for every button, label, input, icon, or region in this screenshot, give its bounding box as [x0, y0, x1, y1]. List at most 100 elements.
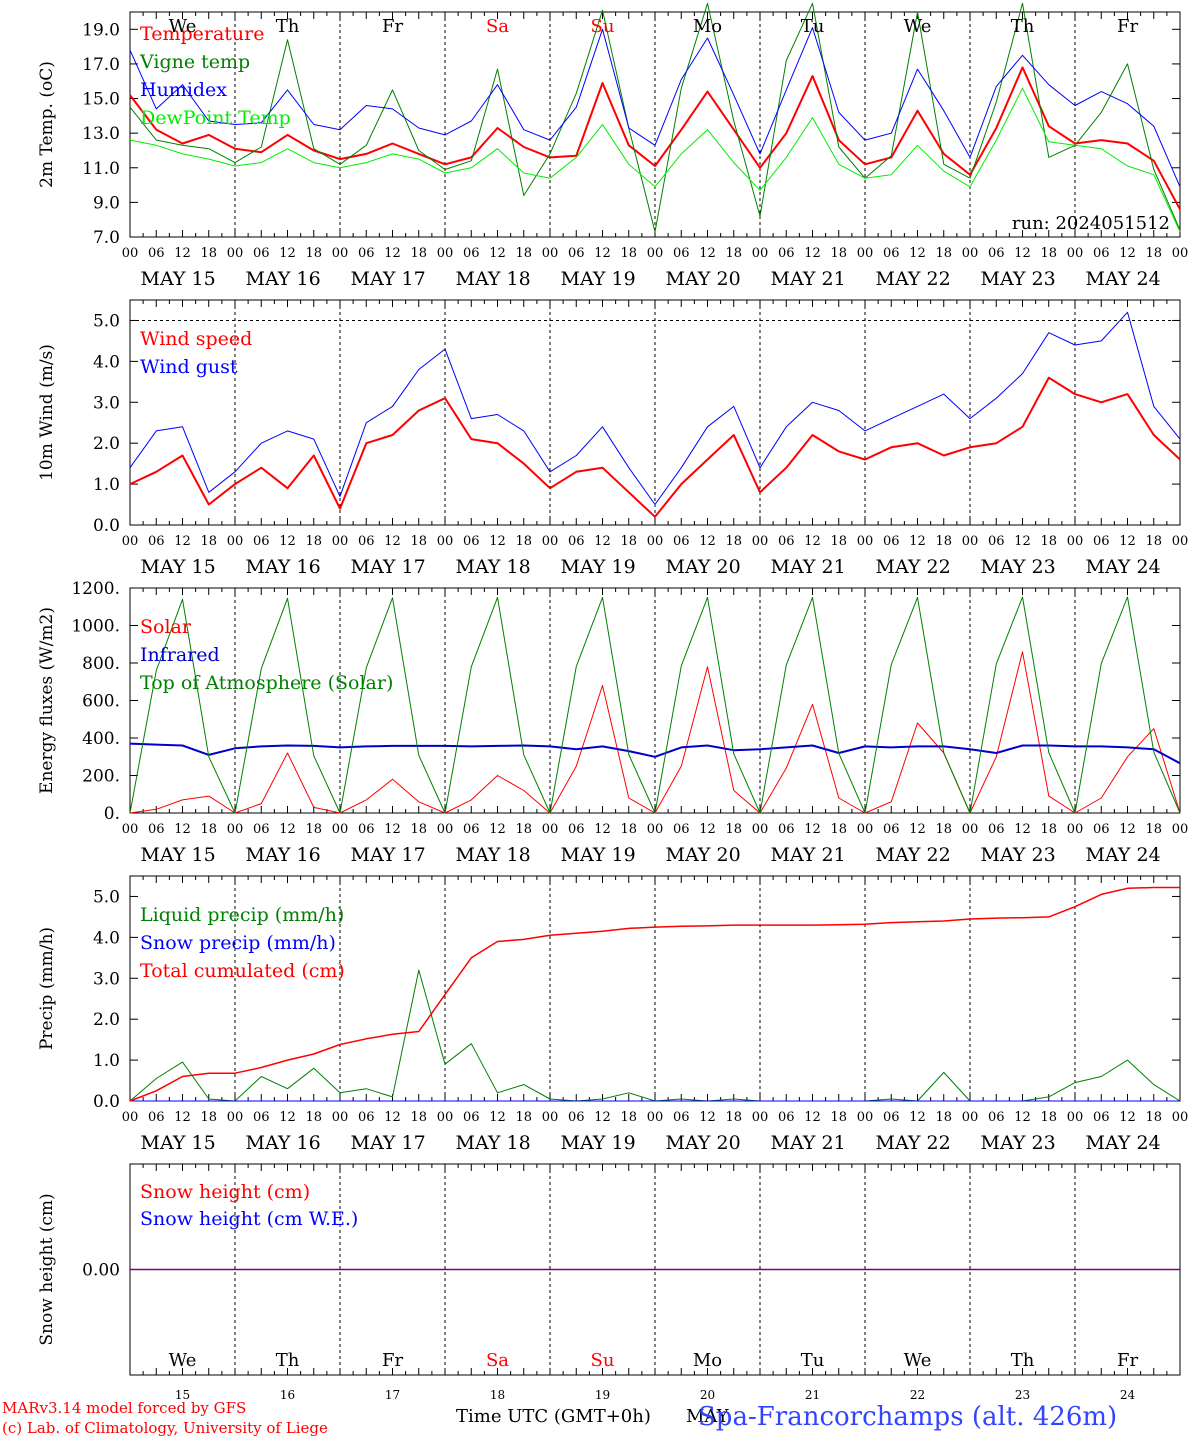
y-tick-label: 3.0: [93, 393, 120, 413]
date-label: MAY 16: [246, 556, 321, 578]
y-axis-label: 10m Wind (m/s): [37, 344, 57, 481]
legend-entry: Snow height (cm W.E.): [140, 1208, 358, 1230]
hour-tick-label: 18: [410, 246, 427, 261]
hour-tick-label: 06: [358, 1110, 375, 1125]
date-label: MAY 21: [771, 268, 846, 290]
date-label: MAY 17: [351, 1132, 426, 1154]
hour-tick-label: 06: [883, 822, 900, 837]
y-tick-label: 15.0: [82, 90, 120, 110]
y-tick-label: 200.: [82, 767, 120, 787]
hour-tick-label: 06: [1093, 822, 1110, 837]
hour-tick-label: 00: [1172, 822, 1189, 837]
weekday-label: Fr: [382, 16, 403, 37]
hour-tick-label: 18: [515, 534, 532, 549]
hour-tick-label: 00: [122, 534, 139, 549]
hour-tick-label: 12: [1119, 246, 1136, 261]
weekday-label: Th: [276, 16, 300, 37]
y-tick-label: 600.: [82, 692, 120, 712]
hour-tick-label: 12: [489, 822, 506, 837]
hour-tick-label: 18: [620, 822, 637, 837]
y-tick-label: 13.0: [82, 124, 120, 144]
hour-tick-label: 12: [384, 246, 401, 261]
hour-tick-label: 18: [935, 1110, 952, 1125]
y-tick-label: 5.0: [93, 311, 120, 331]
date-label: MAY 19: [561, 1132, 636, 1154]
y-tick-label: 0.0: [93, 516, 120, 536]
hour-tick-label: 00: [332, 534, 349, 549]
y-tick-label: 1200.: [71, 579, 120, 599]
hour-tick-label: 06: [673, 1110, 690, 1125]
hour-tick-label: 12: [279, 534, 296, 549]
date-label: MAY 21: [771, 556, 846, 578]
y-axis-label: Snow height (cm): [37, 1193, 57, 1345]
date-label: MAY 19: [561, 844, 636, 866]
legend-entry: Snow precip (mm/h): [140, 932, 336, 954]
hour-tick-label: 00: [752, 822, 769, 837]
hour-tick-label: 00: [962, 534, 979, 549]
date-label: MAY 23: [981, 268, 1056, 290]
hour-tick-label: 12: [279, 822, 296, 837]
day-number-label: 20: [700, 1388, 715, 1402]
legend-entry: DewPoint Temp: [140, 107, 291, 129]
hour-tick-label: 18: [1145, 1110, 1162, 1125]
hour-tick-label: 00: [332, 246, 349, 261]
hour-tick-label: 18: [200, 534, 217, 549]
legend-entry: Vigne temp: [139, 51, 250, 73]
hour-tick-label: 12: [1119, 822, 1136, 837]
day-number-label: 23: [1015, 1388, 1030, 1402]
hour-tick-label: 00: [647, 246, 664, 261]
hour-tick-label: 06: [463, 822, 480, 837]
date-label: MAY 18: [456, 556, 531, 578]
y-tick-label: 9.0: [93, 193, 120, 213]
weekday-label: Sa: [486, 16, 509, 37]
hour-tick-label: 06: [568, 246, 585, 261]
hour-tick-label: 00: [647, 534, 664, 549]
series-line-1: [129, 376, 1181, 518]
model-credit-line1: MARv3.14 model forced by GFS: [2, 1399, 247, 1417]
weekday-label: We: [169, 1350, 197, 1371]
legend-entry: Total cumulated (cm): [140, 960, 345, 982]
date-label: MAY 20: [666, 844, 741, 866]
y-tick-label: 0.00: [82, 1261, 120, 1281]
hour-tick-label: 06: [463, 1110, 480, 1125]
hour-tick-label: 00: [1172, 534, 1189, 549]
date-label: MAY 17: [351, 268, 426, 290]
hour-tick-label: 06: [253, 1110, 270, 1125]
series-line-4: [129, 87, 1181, 233]
hour-tick-label: 00: [227, 1110, 244, 1125]
legend-entry: Wind gust: [140, 356, 238, 378]
weekday-label: Mo: [693, 1350, 722, 1371]
date-label: MAY 19: [561, 268, 636, 290]
hour-tick-label: 06: [568, 1110, 585, 1125]
y-tick-label: 19.0: [82, 20, 120, 40]
y-tick-label: 7.0: [93, 228, 120, 248]
hour-tick-label: 06: [883, 1110, 900, 1125]
hour-tick-label: 18: [410, 534, 427, 549]
hour-tick-label: 12: [909, 246, 926, 261]
date-label: MAY 23: [981, 844, 1056, 866]
hour-tick-label: 12: [174, 534, 191, 549]
hour-tick-label: 06: [673, 822, 690, 837]
hour-tick-label: 12: [174, 1110, 191, 1125]
hour-tick-label: 12: [384, 534, 401, 549]
hour-tick-label: 06: [463, 246, 480, 261]
hour-tick-label: 12: [384, 822, 401, 837]
date-label: MAY 20: [666, 1132, 741, 1154]
panel-frame: [129, 299, 1181, 526]
day-number-label: 15: [175, 1388, 190, 1402]
hour-tick-label: 00: [1067, 822, 1084, 837]
date-label: MAY 23: [981, 1132, 1056, 1154]
hour-tick-label: 06: [253, 246, 270, 261]
hour-tick-label: 06: [1093, 1110, 1110, 1125]
day-number-label: 18: [490, 1388, 505, 1402]
hour-tick-label: 06: [463, 534, 480, 549]
hour-tick-label: 18: [1145, 246, 1162, 261]
hour-tick-label: 00: [227, 822, 244, 837]
hour-tick-label: 18: [410, 1110, 427, 1125]
hour-tick-label: 00: [437, 534, 454, 549]
hour-tick-label: 00: [122, 822, 139, 837]
hour-tick-label: 18: [935, 534, 952, 549]
hour-tick-label: 06: [253, 822, 270, 837]
hour-tick-label: 06: [778, 246, 795, 261]
